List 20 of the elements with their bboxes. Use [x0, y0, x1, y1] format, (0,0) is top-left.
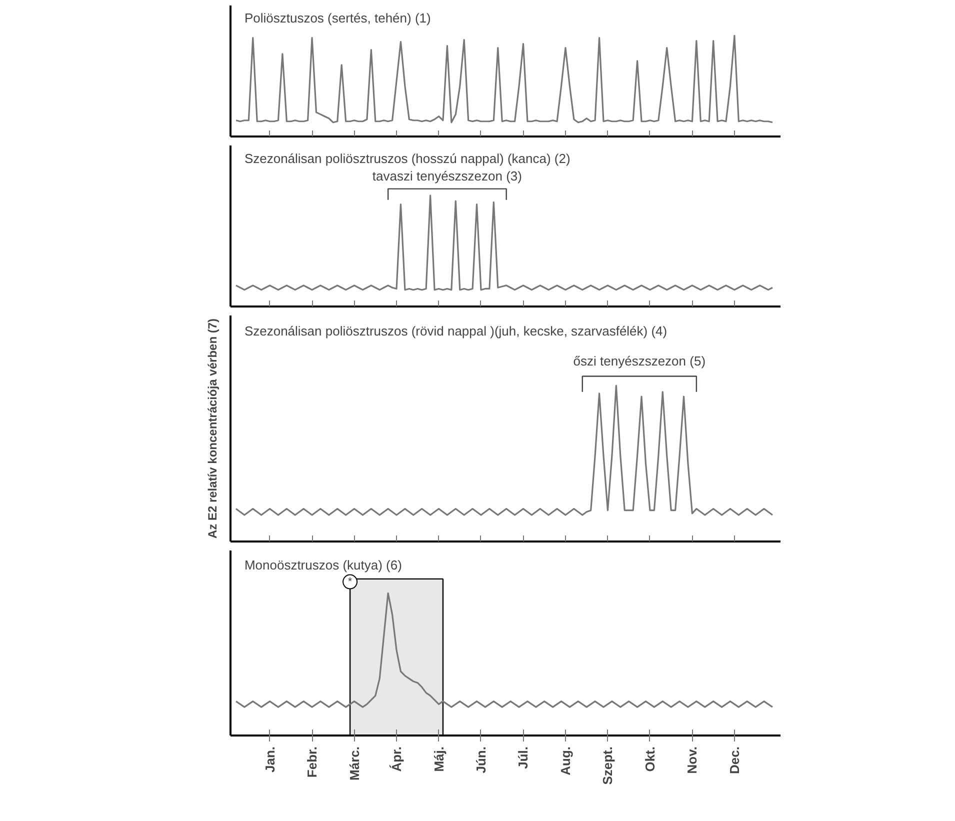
x-tick-label: Nov.	[684, 746, 700, 774]
x-tick-label: Jan.	[262, 746, 278, 773]
x-tick-label: Dec.	[726, 746, 742, 774]
x-tick-label: Ápr.	[389, 746, 404, 772]
y-axis-title: Az E2 relatív koncentrációja vérben (7)	[206, 318, 220, 539]
x-tick-label: Jún.	[474, 746, 488, 774]
chart-title: Poliösztuszos (sertés, tehén) (1)	[244, 10, 431, 26]
x-tick-label: Aug.	[558, 746, 573, 776]
chart-title: Szezonálisan poliösztruszos (hosszú nappal) (kanca) (2)	[244, 151, 570, 166]
chart-title: Szezonálisan poliösztruszos (rövid nappal )(juh, kecske, szarvasfélék) (4)	[244, 323, 668, 338]
chart-title: Monoösztruszos (kutya) (6)	[244, 558, 402, 573]
x-tick-label: Okt.	[642, 746, 658, 772]
text: tavaszi tenyészszezon (3)	[372, 168, 522, 184]
x-tick-label: Márc.	[346, 746, 362, 780]
x-tick-label: Szept.	[600, 746, 616, 785]
band-label: *	[348, 576, 353, 588]
text: őszi tenyészszezon (5)	[573, 353, 706, 368]
x-tick-label: Febr.	[304, 746, 320, 778]
x-tick-label: Máj.	[431, 746, 446, 772]
x-tick-label: Júl.	[516, 746, 531, 769]
